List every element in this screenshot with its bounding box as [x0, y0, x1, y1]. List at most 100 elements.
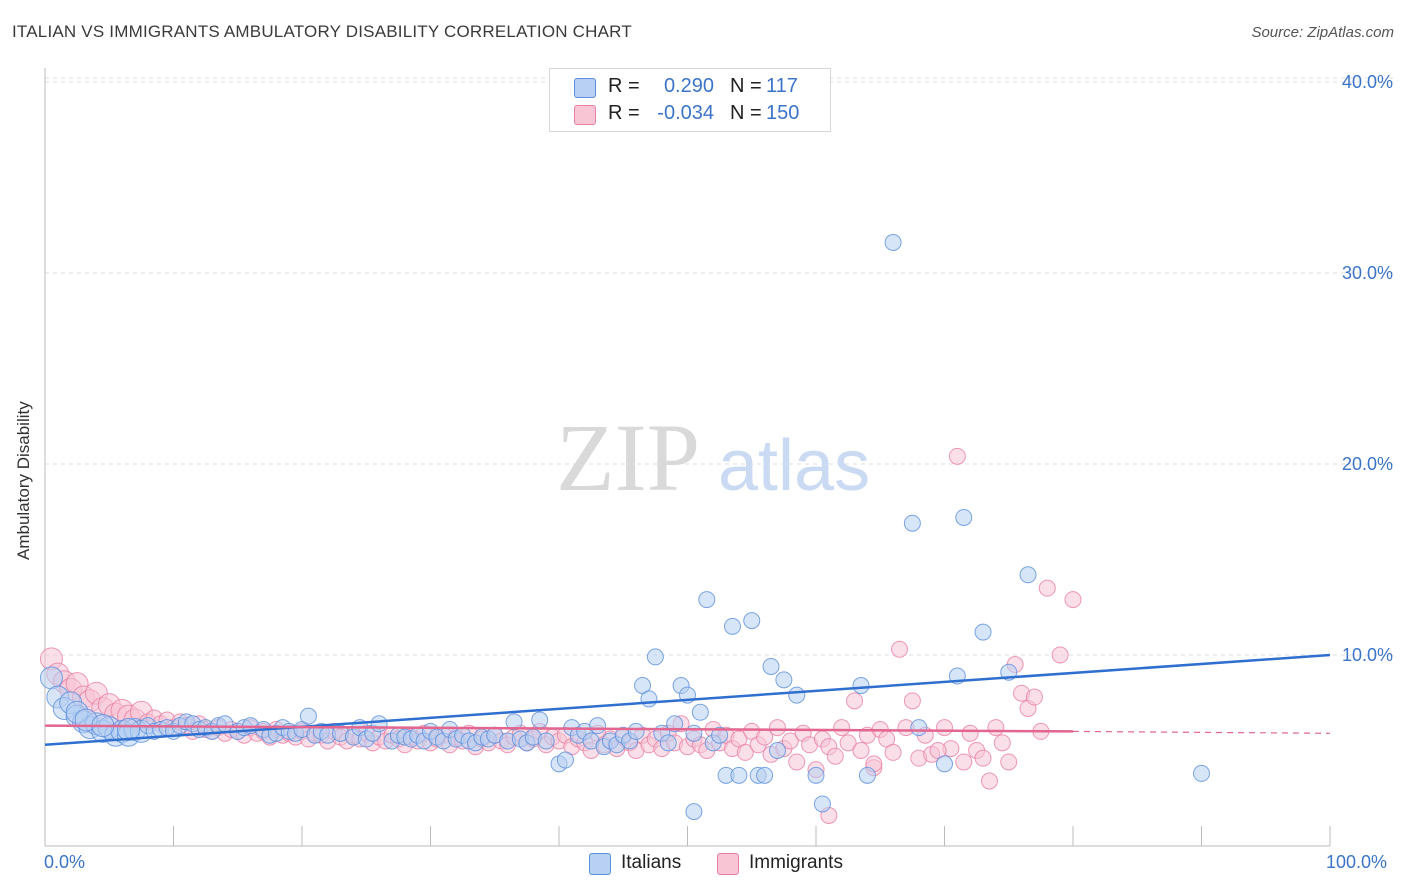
data-point — [685, 724, 703, 742]
data-point — [955, 508, 973, 526]
data-point — [505, 713, 523, 731]
legend-label-italians: Italians — [621, 852, 682, 873]
data-point — [691, 703, 709, 721]
data-point — [858, 766, 876, 784]
data-point — [884, 233, 902, 251]
n-value: 150 — [766, 102, 800, 124]
y-tick-label: 30.0% — [1342, 263, 1393, 283]
series-italians — [39, 233, 1210, 821]
data-point — [980, 772, 998, 790]
data-point — [730, 766, 748, 784]
data-point — [974, 749, 992, 767]
trend-lines — [44, 653, 1331, 747]
data-point — [768, 719, 786, 737]
data-point — [775, 671, 793, 689]
data-point — [788, 753, 806, 771]
r-value: 0.290 — [663, 75, 714, 97]
data-point — [370, 715, 388, 733]
data-point — [833, 719, 851, 737]
data-point — [1025, 688, 1043, 706]
trend-line-italians — [44, 653, 1331, 747]
data-point — [903, 514, 921, 532]
y-tick-label: 40.0% — [1342, 72, 1393, 92]
data-point — [813, 795, 831, 813]
data-point — [826, 747, 844, 765]
data-point — [955, 753, 973, 771]
data-point — [711, 726, 729, 744]
r-value: -0.034 — [657, 102, 714, 124]
data-point — [698, 591, 716, 609]
data-point — [948, 447, 966, 465]
data-point — [987, 719, 1005, 737]
data-point — [936, 755, 953, 773]
data-point — [993, 734, 1011, 752]
data-point — [1051, 646, 1069, 664]
immigrants-swatch — [574, 105, 596, 125]
y-tick-label: 10.0% — [1342, 645, 1393, 665]
y-tick-label: 20.0% — [1342, 454, 1393, 474]
data-point — [852, 677, 870, 695]
data-point — [936, 719, 953, 737]
data-point — [531, 711, 549, 729]
data-point — [537, 732, 555, 750]
watermark: ZIP atlas — [556, 404, 870, 511]
r-label: R = — [608, 75, 640, 97]
data-point — [1038, 579, 1056, 597]
data-point — [768, 742, 786, 759]
stats-row-immigrants: R = -0.034 N = 150 — [550, 100, 830, 128]
legend-swatch-immigrants — [717, 853, 739, 875]
axes — [44, 68, 1331, 847]
data-point — [974, 623, 992, 641]
data-point — [846, 692, 864, 710]
italians-swatch — [574, 78, 596, 98]
watermark-zip: ZIP — [556, 404, 700, 511]
data-point — [781, 732, 799, 750]
data-point — [756, 766, 774, 784]
data-point — [807, 766, 825, 784]
x-tick-max: 100.0% — [1326, 852, 1388, 872]
data-point — [903, 692, 921, 710]
data-point — [961, 724, 979, 742]
trend-line-immigrants-extension — [1072, 730, 1331, 734]
r-label: R = — [608, 102, 640, 124]
data-point — [788, 686, 806, 704]
n-label: N = — [730, 75, 762, 97]
data-point — [685, 803, 703, 821]
trend-line-immigrants — [44, 724, 1074, 733]
data-point — [1193, 764, 1210, 782]
data-point — [910, 719, 928, 737]
legend-label-immigrants: Immigrants — [749, 852, 843, 873]
y-tick-labels: 10.0% 20.0% 30.0% 40.0% — [1342, 72, 1393, 665]
watermark-atlas: atlas — [718, 426, 870, 506]
data-point — [627, 722, 645, 740]
data-point — [117, 717, 141, 741]
data-point — [1019, 566, 1037, 584]
grid — [45, 77, 1394, 656]
data-point — [762, 657, 780, 675]
data-point — [852, 742, 870, 759]
n-value: 117 — [766, 75, 798, 97]
data-point — [299, 707, 317, 725]
data-point — [736, 743, 754, 761]
stats-row-italians: R = 0.290 N = 117 — [550, 73, 830, 101]
data-point — [884, 743, 902, 761]
x-tick-min: 0.0% — [44, 852, 86, 872]
data-point — [891, 640, 909, 658]
source-label: Source: ZipAtlas.com — [1251, 24, 1394, 41]
data-point — [589, 717, 607, 735]
data-point — [659, 734, 677, 752]
data-point — [1000, 753, 1018, 771]
data-point — [1064, 591, 1082, 609]
n-label: N = — [730, 102, 762, 124]
data-point — [723, 617, 741, 635]
data-point — [666, 715, 684, 733]
correlation-stats-box: R = 0.290 N = 117 R = -0.034 N = 150 — [549, 68, 831, 132]
data-point — [556, 751, 574, 769]
chart-title: ITALIAN VS IMMIGRANTS AMBULATORY DISABIL… — [12, 22, 632, 41]
y-axis-label: Ambulatory Disability — [14, 401, 33, 560]
legend-swatch-italians — [589, 853, 611, 875]
data-point — [743, 612, 761, 630]
data-point — [839, 734, 857, 752]
data-point — [646, 648, 664, 666]
